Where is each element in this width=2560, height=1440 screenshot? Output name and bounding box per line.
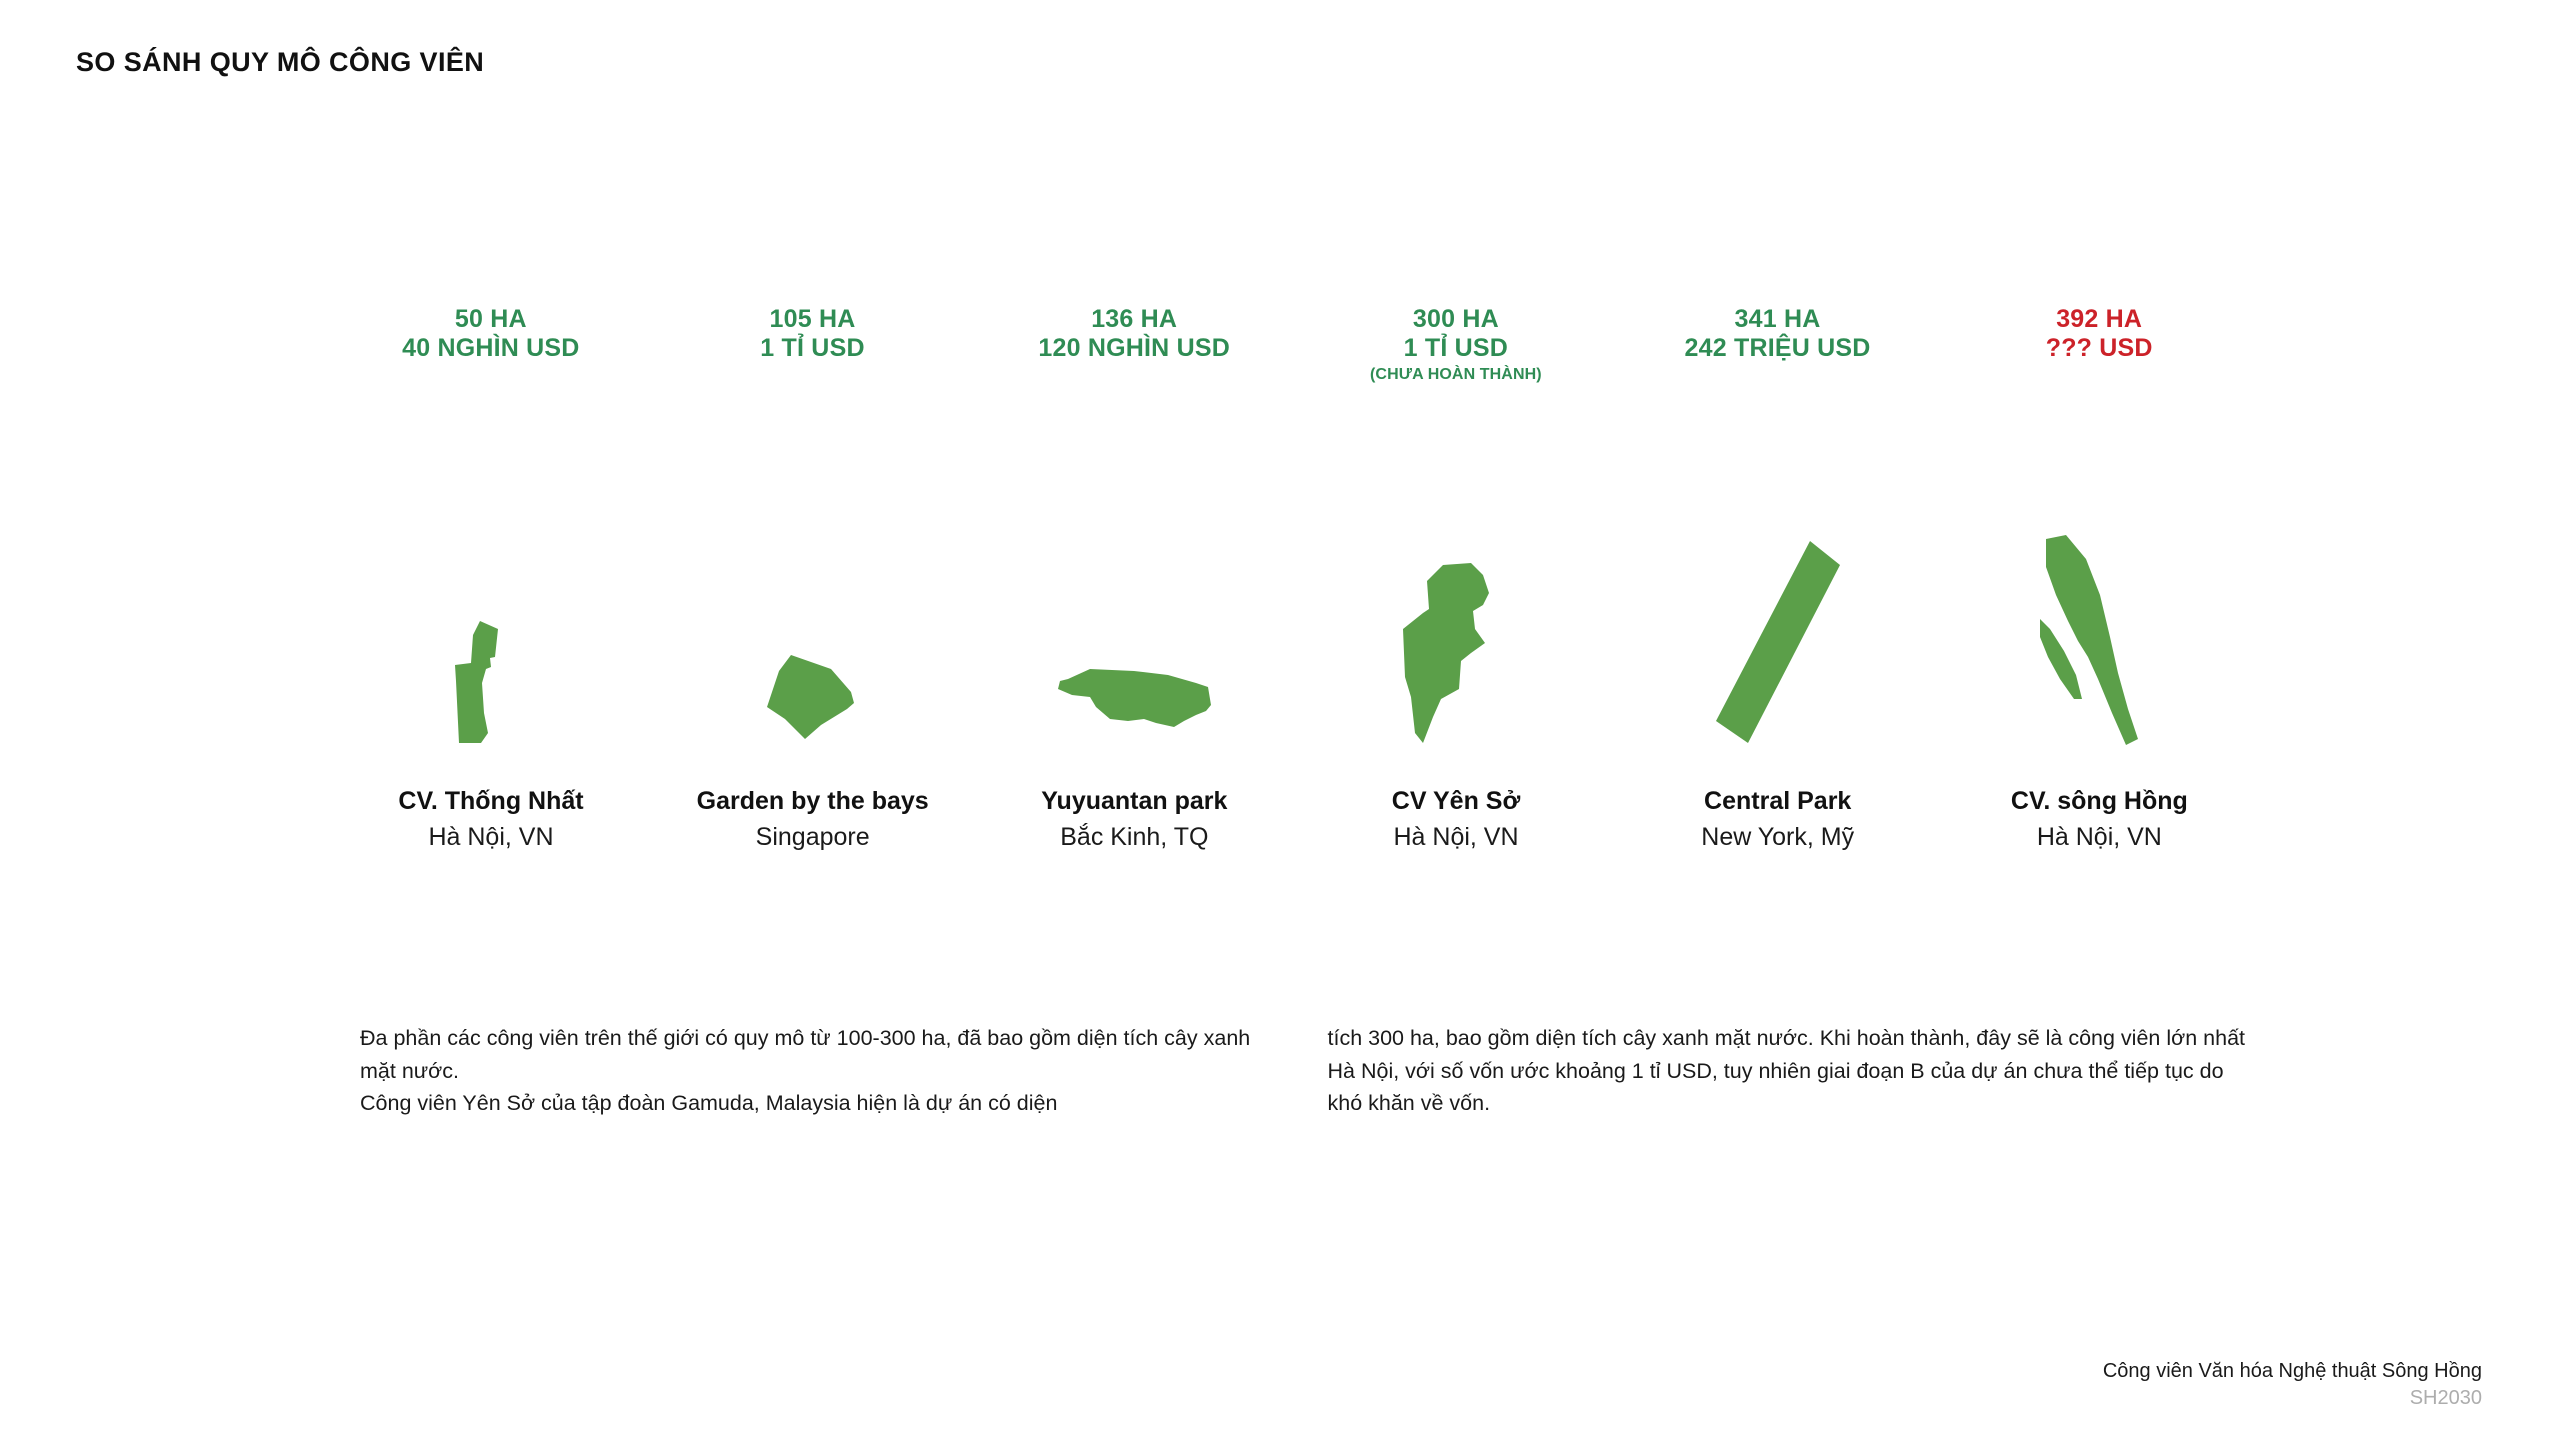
park-column-thong-nhat: 50 HA 40 NGHÌN USD CV. Thống Nhất Hà Nội… <box>330 305 652 905</box>
park-cost: 1 TỈ USD <box>760 334 865 363</box>
description-paragraph-2: Công viên Yên Sở của tập đoàn Gamuda, Ma… <box>360 1091 1058 1116</box>
park-shape-container <box>1938 417 2260 747</box>
park-name: CV. Thống Nhất <box>398 787 584 815</box>
park-label: Central Park New York, Mỹ <box>1617 785 1939 853</box>
park-shape-container <box>1617 417 1939 747</box>
stat-block: 392 HA ??? USD <box>2046 305 2153 364</box>
park-shape-container <box>1295 417 1617 747</box>
park-area: 341 HA <box>1734 305 1821 333</box>
footer: Công viên Văn hóa Nghệ thuật Sông Hồng S… <box>2103 1358 2482 1412</box>
park-shape-container <box>652 417 974 747</box>
park-name: Yuyuantan park <box>1041 787 1228 815</box>
description-paragraph-3: tích 300 ha, bao gồm diện tích cây xanh … <box>1327 1026 2246 1116</box>
park-label: Garden by the bays Singapore <box>652 785 974 853</box>
park-location: Hà Nội, VN <box>428 822 554 851</box>
description-block: Đa phần các công viên trên thế giới có q… <box>360 1022 2250 1120</box>
song-hong-shape <box>2040 535 2139 745</box>
garden-by-the-bays-shape <box>766 655 854 739</box>
page-title: SO SÁNH QUY MÔ CÔNG VIÊN <box>76 47 485 77</box>
footer-project-code: SH2030 <box>2409 1387 2482 1409</box>
park-area: 392 HA <box>2056 305 2143 333</box>
park-shape-container <box>973 417 1295 747</box>
park-column-yen-so: 300 HA 1 TỈ USD (CHƯA HOÀN THÀNH) CV Yên… <box>1295 305 1617 905</box>
park-cost: ??? USD <box>2045 334 2153 363</box>
park-name: CV Yên Sở <box>1391 787 1521 815</box>
park-column-song-hong: 392 HA ??? USD CV. sông Hồng Hà Nội, VN <box>1938 305 2260 905</box>
park-cost: 120 NGHÌN USD <box>1038 334 1230 363</box>
footer-project-title: Công viên Văn hóa Nghệ thuật Sông Hồng <box>2102 1360 2482 1382</box>
description-paragraph-1: Đa phần các công viên trên thế giới có q… <box>360 1026 1251 1083</box>
park-column-garden-by-the-bays: 105 HA 1 TỈ USD Garden by the bays Singa… <box>652 305 974 905</box>
park-location: Singapore <box>755 822 870 851</box>
park-name: Garden by the bays <box>696 787 929 815</box>
park-location: Bắc Kinh, TQ <box>1060 822 1209 851</box>
park-column-yuyuantan: 136 HA 120 NGHÌN USD Yuyuantan park Bắc … <box>973 305 1295 905</box>
description-left-column: Đa phần các công viên trên thế giới có q… <box>360 1022 1283 1120</box>
park-location: Hà Nội, VN <box>1393 822 1519 851</box>
park-area: 105 HA <box>769 305 856 333</box>
park-name: Central Park <box>1704 787 1852 815</box>
stat-block: 50 HA 40 NGHÌN USD <box>402 305 579 364</box>
description-right-column: tích 300 ha, bao gồm diện tích cây xanh … <box>1328 1022 2251 1120</box>
yen-so-shape <box>1403 563 1490 743</box>
park-area: 300 HA <box>1412 305 1499 333</box>
park-location: New York, Mỹ <box>1701 822 1855 851</box>
yuyuantan-shape <box>1058 669 1212 727</box>
park-area: 50 HA <box>454 305 527 333</box>
park-label: CV. sông Hồng Hà Nội, VN <box>1938 785 2260 853</box>
stat-block: 136 HA 120 NGHÌN USD <box>1038 305 1230 364</box>
park-comparison-row: 50 HA 40 NGHÌN USD CV. Thống Nhất Hà Nội… <box>330 305 2260 905</box>
stat-block: 300 HA 1 TỈ USD (CHƯA HOÀN THÀNH) <box>1370 305 1542 384</box>
park-cost: 1 TỈ USD <box>1403 334 1509 363</box>
park-label: CV Yên Sở Hà Nội, VN <box>1295 785 1617 853</box>
park-label: Yuyuantan park Bắc Kinh, TQ <box>973 785 1295 853</box>
central-park-shape <box>1715 541 1840 743</box>
park-label: CV. Thống Nhất Hà Nội, VN <box>330 785 652 853</box>
park-location: Hà Nội, VN <box>2036 822 2162 851</box>
thong-nhat-shape <box>455 621 498 743</box>
park-shape-container <box>330 417 652 747</box>
park-note: (CHƯA HOÀN THÀNH) <box>1370 365 1542 383</box>
park-cost: 40 NGHÌN USD <box>402 334 580 363</box>
park-cost: 242 TRIỆU USD <box>1684 334 1871 363</box>
park-area: 136 HA <box>1091 305 1178 333</box>
park-name: CV. sông Hồng <box>2010 787 2188 815</box>
stat-block: 341 HA 242 TRIỆU USD <box>1685 305 1871 364</box>
park-column-central-park: 341 HA 242 TRIỆU USD Central Park New Yo… <box>1617 305 1939 905</box>
stat-block: 105 HA 1 TỈ USD <box>760 305 864 364</box>
